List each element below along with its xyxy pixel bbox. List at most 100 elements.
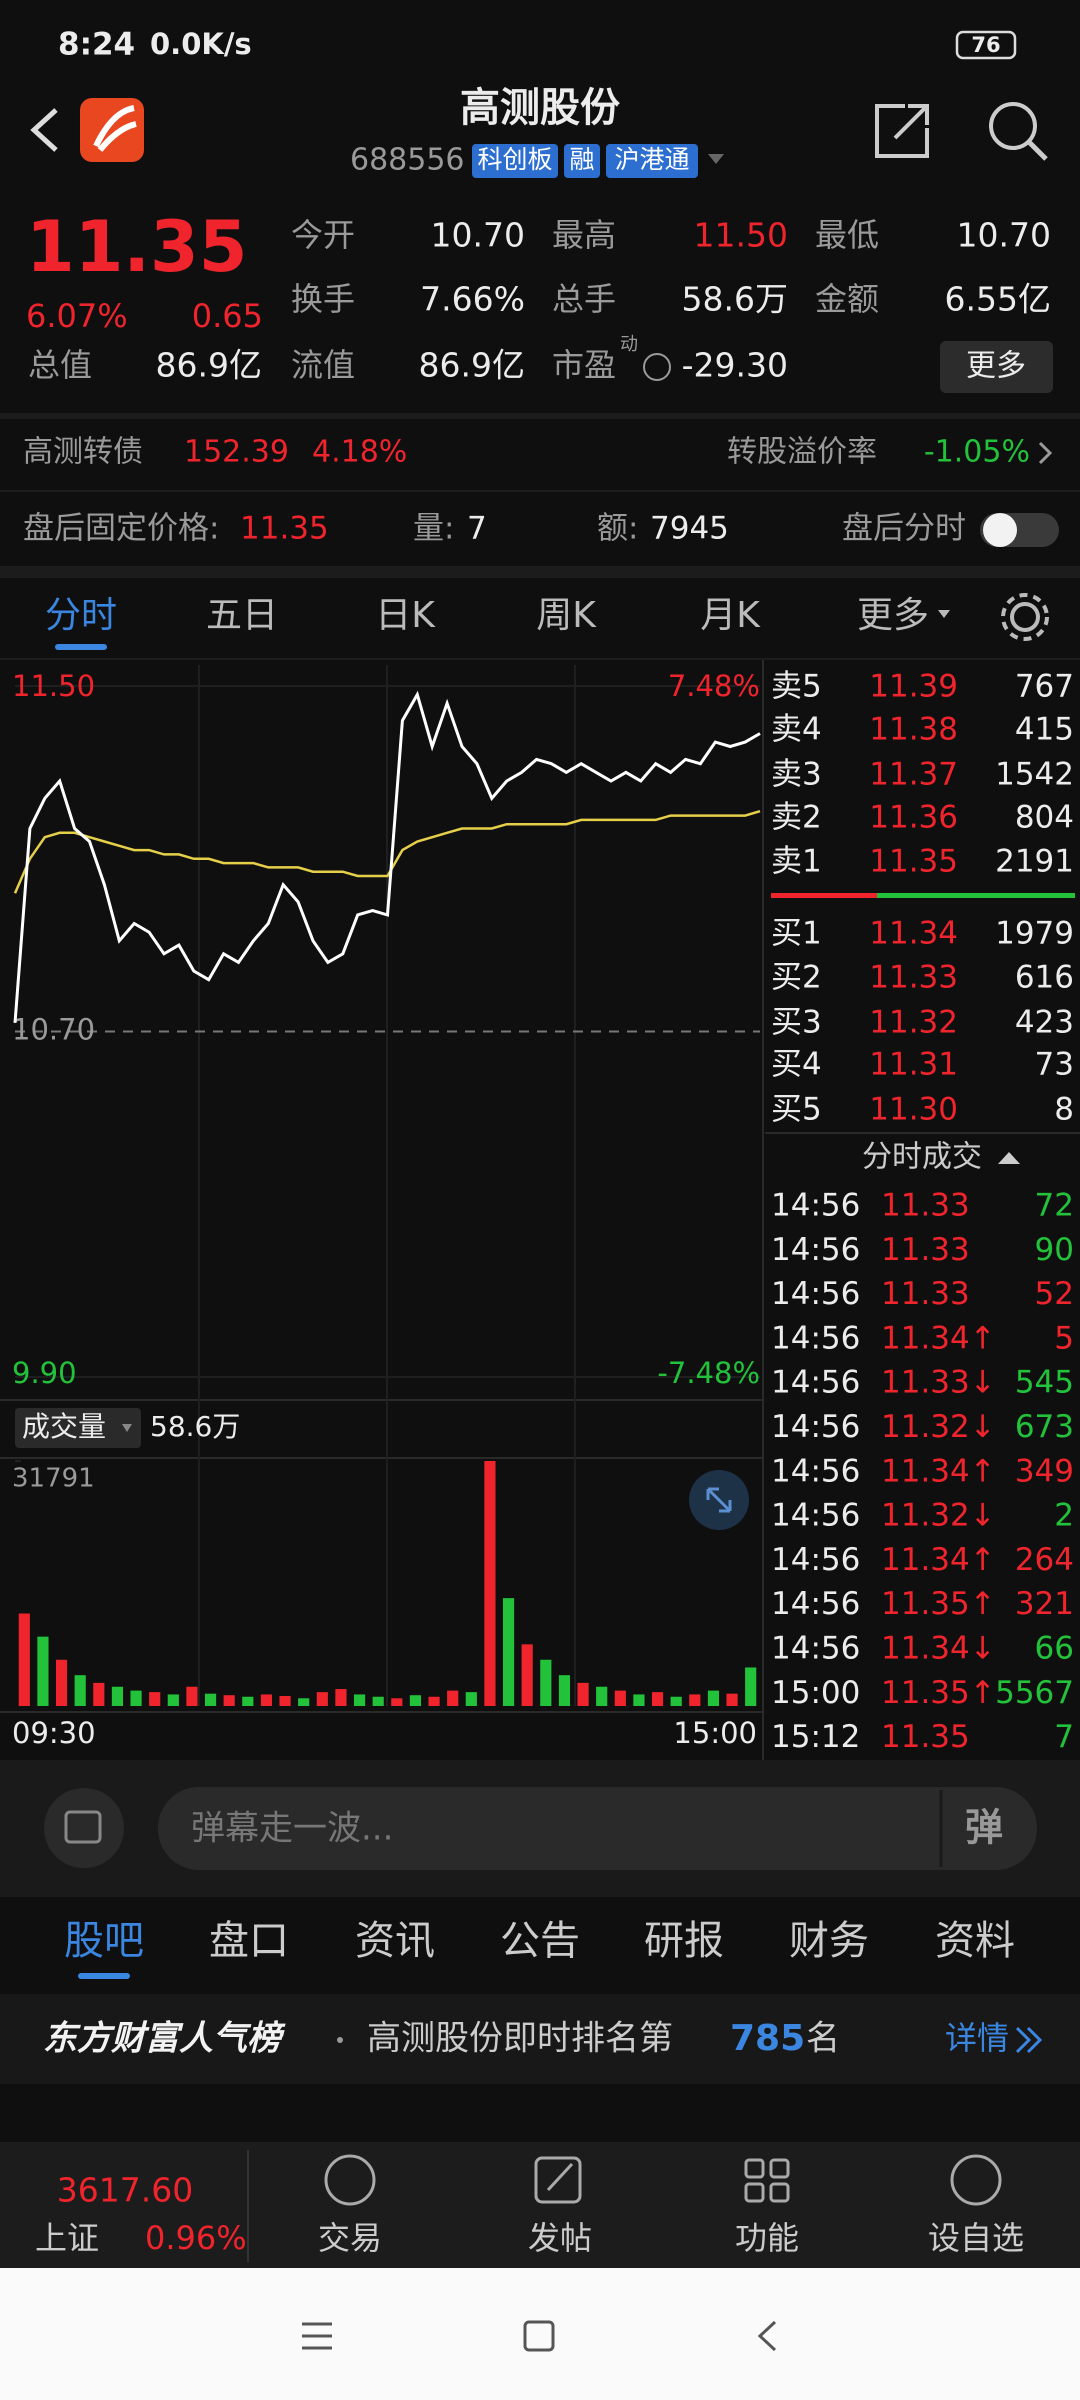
volume-bar <box>316 1692 328 1706</box>
chevron-icon[interactable] <box>1038 441 1053 465</box>
trade-price: 11.32↓ <box>881 1409 996 1445</box>
order-label: 卖4 <box>771 712 822 748</box>
stock-tag: 沪港通 <box>614 145 689 174</box>
order-volume: 1979 <box>995 916 1074 952</box>
volume-bar <box>186 1686 198 1706</box>
trade-volume: 2 <box>1054 1498 1074 1534</box>
sub-tab[interactable]: 研报 <box>644 1918 724 1964</box>
nav-item[interactable]: 交易 <box>318 2219 382 2257</box>
divider <box>0 413 1080 419</box>
divider <box>0 490 1080 492</box>
toggle-knob[interactable] <box>983 513 1017 547</box>
sub-tab[interactable]: 盘口 <box>209 1918 289 1964</box>
sub-tab[interactable]: 公告 <box>500 1918 580 1964</box>
stock-code: 688556 <box>350 143 465 178</box>
ranking-brand: 东方财富人气榜 <box>43 2019 286 2059</box>
chart-tab[interactable]: 周K <box>536 595 597 636</box>
trade-time: 14:56 <box>771 1453 860 1489</box>
battery-level: 76 <box>971 33 1000 57</box>
after-chart-toggle[interactable]: 盘后分时 <box>842 511 966 547</box>
comment-settings-button[interactable] <box>44 1788 124 1868</box>
sub-tab[interactable]: 股吧 <box>64 1918 144 1964</box>
volume-bar <box>447 1690 459 1706</box>
index-name: 上证 <box>35 2219 99 2257</box>
settings-icon[interactable] <box>1001 593 1049 641</box>
pct-label-bottom: -7.48% <box>657 1356 760 1390</box>
chart-tab[interactable]: 日K <box>375 595 436 636</box>
comment-input[interactable] <box>158 1787 1037 1870</box>
danmaku-button[interactable]: 弹 <box>965 1806 1003 1850</box>
quote-label: 总值 <box>28 346 92 384</box>
trade-price: 11.35 <box>881 1719 970 1755</box>
volume-bar <box>689 1694 701 1706</box>
nav-item[interactable]: 功能 <box>735 2219 799 2257</box>
quote-value: 86.9亿 <box>156 346 262 385</box>
volume-tick-label: 31791 <box>12 1464 95 1494</box>
volume-bar <box>633 1694 645 1706</box>
quote-value: 58.6万 <box>682 280 788 319</box>
volume-bar <box>428 1696 440 1706</box>
avg-price-line <box>13 810 761 894</box>
nav-item[interactable]: 发帖 <box>528 2219 592 2257</box>
bond-change: 4.18% <box>312 435 407 470</box>
sub-tab[interactable]: 资讯 <box>355 1918 435 1964</box>
index-value[interactable]: 3617.60 <box>57 2171 193 2210</box>
nav-icons <box>324 2154 1002 2206</box>
trade-volume: 5 <box>1054 1320 1074 1356</box>
more-button-bg[interactable] <box>940 341 1053 393</box>
volume-selector[interactable] <box>15 1408 141 1448</box>
quote-label-sup: 动 <box>620 334 638 355</box>
more-button[interactable]: 更多 <box>966 349 1026 384</box>
ranking-details[interactable]: 详情 <box>945 2019 1009 2057</box>
search-icon[interactable] <box>989 102 1048 161</box>
order-label: 买3 <box>771 1005 822 1041</box>
change: 0.65 <box>192 297 263 335</box>
bond-price: 152.39 <box>184 435 289 470</box>
volume-bar <box>111 1686 124 1706</box>
share-icon[interactable] <box>875 104 929 158</box>
nav-item[interactable]: 设自选 <box>928 2219 1024 2257</box>
trade-volume: 321 <box>1015 1586 1074 1622</box>
trade-time: 14:56 <box>771 1320 860 1356</box>
trade-price: 11.35↑ <box>881 1675 996 1711</box>
volume-label[interactable]: 成交量 <box>22 1410 106 1443</box>
volume-bar <box>745 1667 757 1706</box>
order-price: 11.39 <box>869 669 958 705</box>
trade-time: 14:56 <box>771 1188 860 1224</box>
chart-tab[interactable]: 分时 <box>45 595 117 636</box>
order-volume: 8 <box>1054 1092 1074 1128</box>
trades-title[interactable]: 分时成交 <box>862 1140 982 1175</box>
volume-bar <box>502 1598 515 1706</box>
quote-label: 总手 <box>552 280 616 318</box>
bottom-nav-bg <box>0 2142 1080 2268</box>
comment-placeholder[interactable]: 弹幕走一波... <box>191 1809 393 1849</box>
trade-time: 14:56 <box>771 1276 860 1312</box>
volume-bar <box>279 1695 291 1706</box>
volume-bar <box>74 1675 86 1706</box>
chart-tab[interactable]: 更多 <box>857 595 929 636</box>
trade-price: 11.35↑ <box>881 1586 996 1622</box>
back-icon[interactable] <box>30 108 58 152</box>
order-label: 买5 <box>771 1092 822 1128</box>
trade-time: 14:56 <box>771 1232 860 1268</box>
trade-price: 11.34↑ <box>881 1320 996 1356</box>
after-price-label: 盘后固定价格: <box>23 511 219 547</box>
premium-value: -1.05% <box>924 435 1030 470</box>
trades-collapse-icon <box>998 1152 1020 1164</box>
sub-tab[interactable]: 财务 <box>789 1918 869 1964</box>
system-nav-icons[interactable] <box>302 2320 777 2352</box>
volume-bar <box>465 1692 477 1706</box>
tab-dropdown-icon <box>938 610 950 618</box>
chart-tab[interactable]: 月K <box>700 595 761 636</box>
after-volume-label: 量: <box>413 511 454 547</box>
sub-tab[interactable]: 资料 <box>935 1918 1015 1964</box>
info-icon[interactable] <box>643 353 671 381</box>
volume-bar <box>540 1659 552 1706</box>
after-amount-label: 额: <box>597 511 638 547</box>
order-price: 11.38 <box>869 712 958 748</box>
chart-tab[interactable]: 五日 <box>206 595 278 636</box>
volume-bar <box>670 1696 682 1706</box>
quote-label: 流值 <box>291 346 355 384</box>
volume-bar <box>614 1690 626 1706</box>
x-label-start: 09:30 <box>12 1716 96 1750</box>
